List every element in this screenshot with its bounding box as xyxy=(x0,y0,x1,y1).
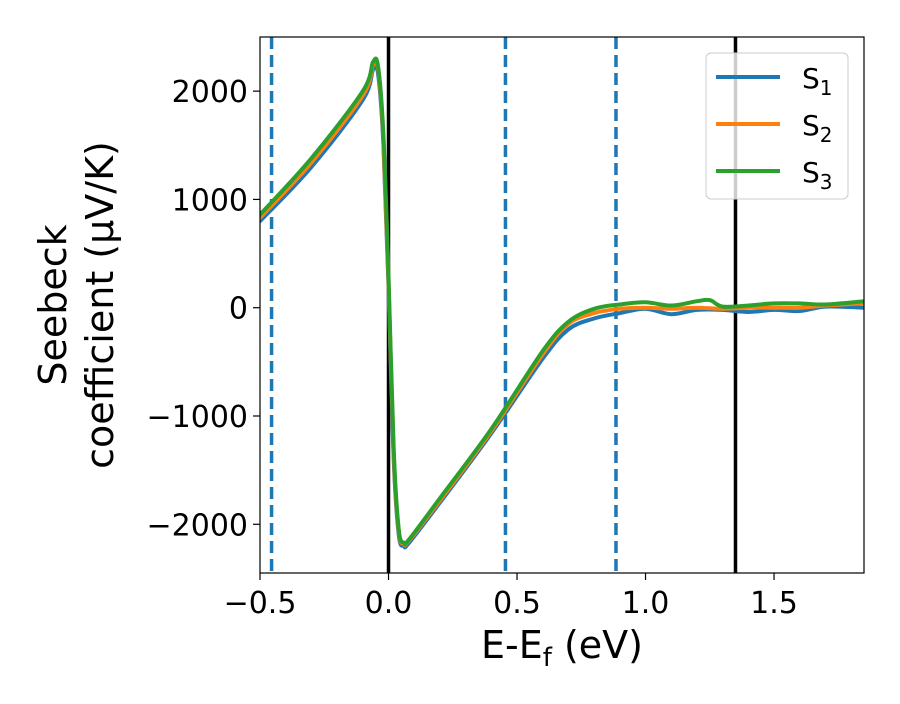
legend: S1 S2 S3 xyxy=(705,52,849,200)
legend-label-1: S1 xyxy=(802,62,833,100)
legend-label-2: S2 xyxy=(802,109,833,147)
y-tick-label: −1000 xyxy=(147,400,248,435)
y-axis-label-line1: Seebeck xyxy=(31,224,75,385)
y-axis-label-line2: coefficient (μV/K) xyxy=(78,141,122,469)
plot-frame xyxy=(259,36,865,574)
x-tick-label: 0.5 xyxy=(493,586,541,621)
y-axis-ticks: −2000 −1000 0 1000 2000 xyxy=(147,75,260,543)
x-tick-label: 0.0 xyxy=(365,586,413,621)
series-line-3 xyxy=(260,56,864,547)
legend-label-3: S3 xyxy=(802,156,833,194)
x-axis-label: E-Ef (eV) xyxy=(481,623,643,673)
x-tick-label: 1.0 xyxy=(622,586,670,621)
y-tick-label: 1000 xyxy=(172,183,248,218)
y-tick-label: −2000 xyxy=(147,508,248,543)
x-axis-ticks: −0.5 0.0 0.5 1.0 1.5 xyxy=(224,573,798,621)
series-lines xyxy=(260,56,864,550)
x-tick-label: 1.5 xyxy=(750,586,798,621)
y-tick-label: 2000 xyxy=(172,75,248,110)
x-tick-label: −0.5 xyxy=(224,586,297,621)
y-tick-label: 0 xyxy=(229,292,248,327)
